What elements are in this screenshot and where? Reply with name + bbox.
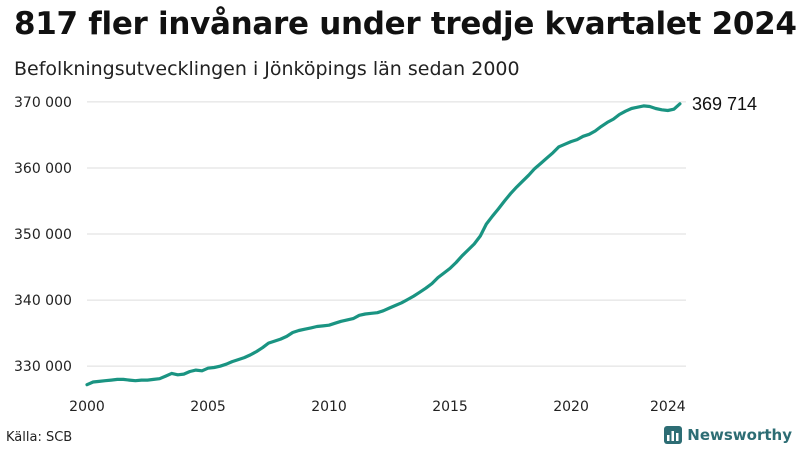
chart-subtitle: Befolkningsutvecklingen i Jönköpings län… bbox=[14, 58, 520, 80]
end-label-group: 369 714 bbox=[692, 94, 757, 114]
series-group bbox=[85, 102, 682, 387]
end-value-label: 369 714 bbox=[692, 94, 757, 114]
source-note: Källa: SCB bbox=[6, 430, 73, 445]
y-tick-label: 370 000 bbox=[14, 95, 72, 111]
x-tick-label: 2010 bbox=[311, 399, 347, 415]
x-axis: 2000 2005 2010 2015 2020 2024 bbox=[69, 399, 686, 415]
brand-name: Newsworthy bbox=[687, 426, 792, 444]
population-line bbox=[85, 102, 682, 387]
newsworthy-logo-icon bbox=[664, 426, 683, 444]
y-tick-label: 330 000 bbox=[14, 359, 72, 375]
brand-logo: Newsworthy bbox=[664, 426, 792, 444]
chart-title: 817 fler invånare under tredje kvartalet… bbox=[14, 6, 797, 42]
y-axis: 330 000 340 000 350 000 360 000 370 000 bbox=[14, 95, 72, 375]
x-tick-label: 2000 bbox=[69, 399, 105, 415]
x-tick-label: 2015 bbox=[432, 399, 468, 415]
y-tick-label: 360 000 bbox=[14, 161, 72, 177]
x-tick-label: 2024 bbox=[650, 399, 686, 415]
x-tick-label: 2005 bbox=[190, 399, 226, 415]
gridlines bbox=[87, 101, 686, 367]
x-tick-label: 2020 bbox=[553, 399, 589, 415]
y-tick-label: 350 000 bbox=[14, 227, 72, 243]
y-tick-label: 340 000 bbox=[14, 293, 72, 309]
